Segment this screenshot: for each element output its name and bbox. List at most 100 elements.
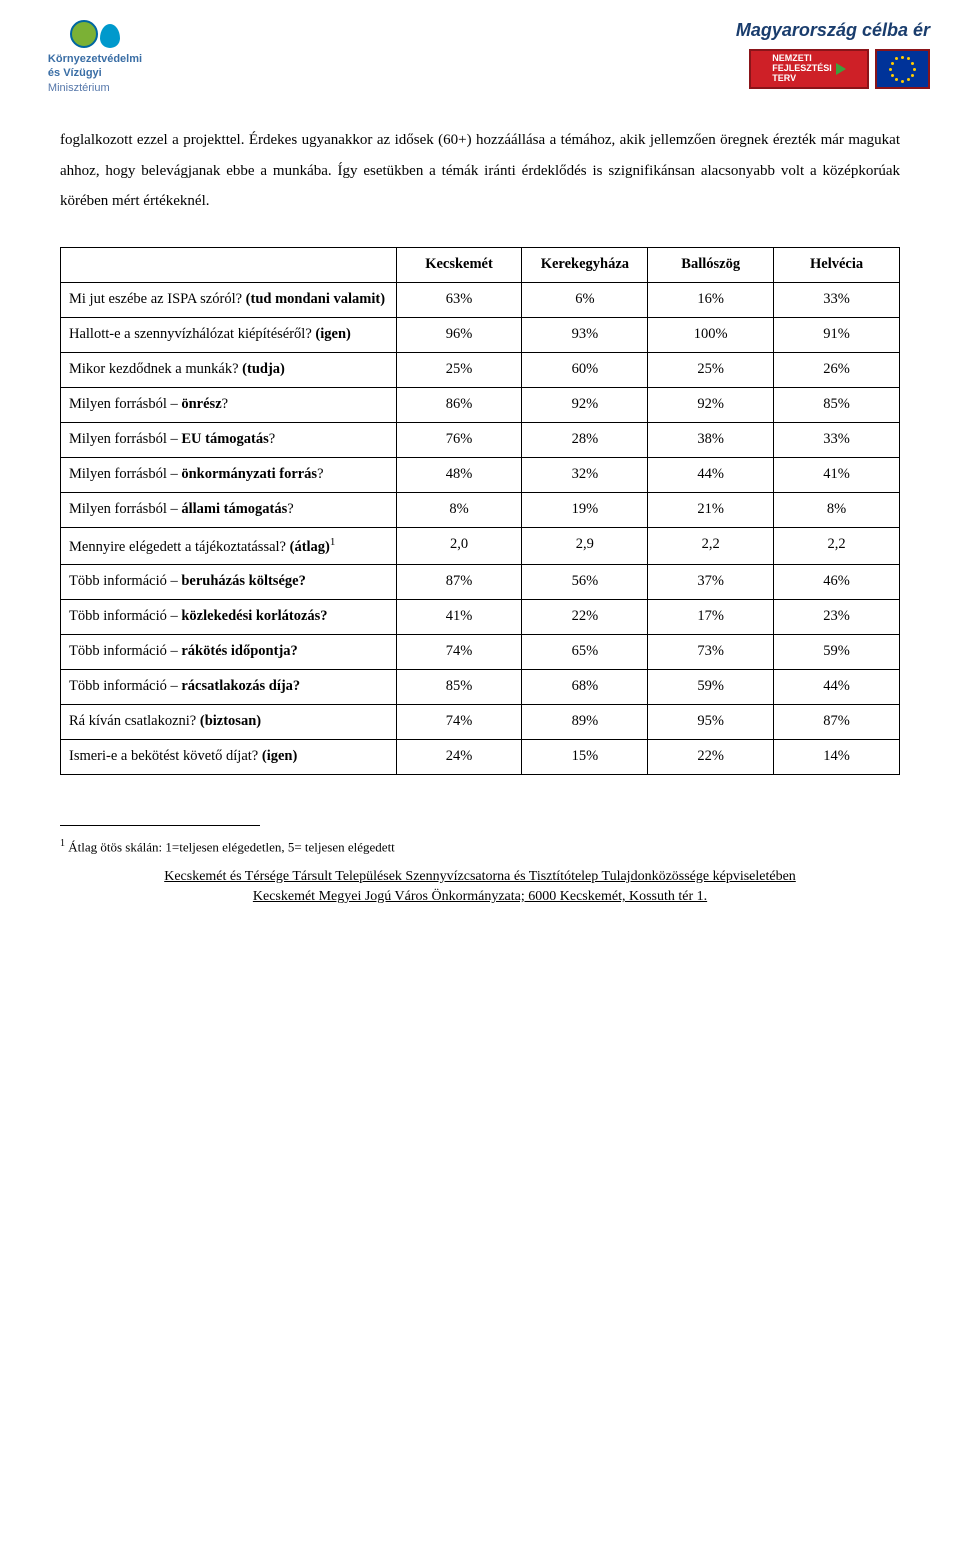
table-cell: 22% — [648, 739, 774, 774]
table-cell: 41% — [396, 600, 522, 635]
table-cell: 87% — [396, 565, 522, 600]
table-cell: 25% — [396, 352, 522, 387]
table-row-label: Több információ – beruházás költsége? — [61, 565, 397, 600]
table-row: Ismeri-e a bekötést követő díjat? (igen)… — [61, 739, 900, 774]
table-cell: 59% — [774, 635, 900, 670]
table-cell: 23% — [774, 600, 900, 635]
table-cell: 16% — [648, 283, 774, 318]
table-row-label: Milyen forrásból – állami támogatás? — [61, 492, 397, 527]
table-cell: 48% — [396, 457, 522, 492]
table-cell: 2,2 — [774, 527, 900, 565]
table-cell: 44% — [774, 670, 900, 705]
table-row-label: Hallott-e a szennyvízhálózat kiépítésérő… — [61, 317, 397, 352]
table-row-label: Milyen forrásból – EU támogatás? — [61, 422, 397, 457]
table-cell: 19% — [522, 492, 648, 527]
table-cell: 89% — [522, 704, 648, 739]
table-cell: 2,0 — [396, 527, 522, 565]
table-row: Több információ – rácsatlakozás díja?85%… — [61, 670, 900, 705]
table-cell: 21% — [648, 492, 774, 527]
table-row-label: Több információ – közlekedési korlátozás… — [61, 600, 397, 635]
table-row: Rá kíván csatlakozni? (biztosan)74%89%95… — [61, 704, 900, 739]
footnote-text: Átlag ötös skálán: 1=teljesen elégedetle… — [65, 839, 395, 854]
table-row: Mennyire elégedett a tájékoztatással? (á… — [61, 527, 900, 565]
table-cell: 76% — [396, 422, 522, 457]
table-row: Több információ – beruházás költsége?87%… — [61, 565, 900, 600]
table-header-col3: Ballószög — [648, 248, 774, 283]
table-cell: 14% — [774, 739, 900, 774]
table-row-label: Ismeri-e a bekötést követő díjat? (igen) — [61, 739, 397, 774]
table-row-label: Mennyire elégedett a tájékoztatással? (á… — [61, 527, 397, 565]
table-row: Mi jut eszébe az ISPA szóról? (tud monda… — [61, 283, 900, 318]
nft-line3: TERV — [772, 74, 832, 84]
table-cell: 24% — [396, 739, 522, 774]
table-row: Több információ – közlekedési korlátozás… — [61, 600, 900, 635]
table-header-row: Kecskemét Kerekegyháza Ballószög Helvéci… — [61, 248, 900, 283]
header-badges: NEMZETI FEJLESZTÉSI TERV — [610, 49, 930, 89]
header-slogan: Magyarország célba ér — [610, 20, 930, 41]
body-paragraph: foglalkozott ezzel a projekttel. Érdekes… — [60, 125, 900, 217]
table-cell: 86% — [396, 387, 522, 422]
table-cell: 2,2 — [648, 527, 774, 565]
table-cell: 26% — [774, 352, 900, 387]
header-right-block: Magyarország célba ér NEMZETI FEJLESZTÉS… — [610, 20, 930, 89]
table-row-label: Milyen forrásból – önkormányzati forrás? — [61, 457, 397, 492]
table-row: Milyen forrásból – EU támogatás?76%28%38… — [61, 422, 900, 457]
nft-badge-text: NEMZETI FEJLESZTÉSI TERV — [766, 54, 832, 84]
kv-logo-icon — [70, 20, 120, 48]
table-row: Több információ – rákötés időpontja?74%6… — [61, 635, 900, 670]
table-cell: 92% — [648, 387, 774, 422]
nft-badge: NEMZETI FEJLESZTÉSI TERV — [749, 49, 869, 89]
eu-stars-icon — [888, 54, 918, 84]
table-row: Milyen forrásból – állami támogatás?8%19… — [61, 492, 900, 527]
table-row: Hallott-e a szennyvízhálózat kiépítésérő… — [61, 317, 900, 352]
table-row-label: Mikor kezdődnek a munkák? (tudja) — [61, 352, 397, 387]
footer-line2: Kecskemét Megyei Jogú Város Önkormányzat… — [60, 887, 900, 907]
kv-logo-text: Környezetvédelmi és Vízügyi Minisztérium — [48, 52, 142, 95]
document-page: Környezetvédelmi és Vízügyi Minisztérium… — [0, 0, 960, 927]
footnote: 1 Átlag ötös skálán: 1=teljesen elégedet… — [60, 836, 900, 857]
table-cell: 74% — [396, 635, 522, 670]
table-cell: 2,9 — [522, 527, 648, 565]
table-cell: 100% — [648, 317, 774, 352]
footnote-divider — [60, 825, 260, 826]
table-cell: 60% — [522, 352, 648, 387]
table-cell: 63% — [396, 283, 522, 318]
table-row-label: Több információ – rácsatlakozás díja? — [61, 670, 397, 705]
table-cell: 37% — [648, 565, 774, 600]
table-cell: 74% — [396, 704, 522, 739]
table-cell: 15% — [522, 739, 648, 774]
table-cell: 33% — [774, 422, 900, 457]
kv-logo-line3: Minisztérium — [48, 81, 142, 95]
table-cell: 65% — [522, 635, 648, 670]
kv-logo-line1: Környezetvédelmi — [48, 52, 142, 66]
table-row: Milyen forrásból – önkormányzati forrás?… — [61, 457, 900, 492]
table-cell: 8% — [774, 492, 900, 527]
page-footer: Kecskemét és Térsége Társult Települések… — [60, 867, 900, 908]
kv-logo-line2: és Vízügyi — [48, 66, 142, 80]
table-cell: 91% — [774, 317, 900, 352]
table-cell: 92% — [522, 387, 648, 422]
table-cell: 93% — [522, 317, 648, 352]
eu-flag-badge — [875, 49, 930, 89]
results-table: Kecskemét Kerekegyháza Ballószög Helvéci… — [60, 247, 900, 775]
page-header: Környezetvédelmi és Vízügyi Minisztérium… — [30, 20, 930, 125]
table-cell: 17% — [648, 600, 774, 635]
table-cell: 25% — [648, 352, 774, 387]
table-cell: 41% — [774, 457, 900, 492]
table-cell: 68% — [522, 670, 648, 705]
table-cell: 33% — [774, 283, 900, 318]
table-header-col4: Helvécia — [774, 248, 900, 283]
table-cell: 95% — [648, 704, 774, 739]
table-row-label: Milyen forrásból – önrész? — [61, 387, 397, 422]
table-cell: 8% — [396, 492, 522, 527]
table-cell: 38% — [648, 422, 774, 457]
table-header-col2: Kerekegyháza — [522, 248, 648, 283]
table-cell: 46% — [774, 565, 900, 600]
table-cell: 87% — [774, 704, 900, 739]
table-row-label: Mi jut eszébe az ISPA szóról? (tud monda… — [61, 283, 397, 318]
table-header-empty — [61, 248, 397, 283]
table-cell: 44% — [648, 457, 774, 492]
table-cell: 85% — [396, 670, 522, 705]
table-row: Mikor kezdődnek a munkák? (tudja)25%60%2… — [61, 352, 900, 387]
table-cell: 22% — [522, 600, 648, 635]
